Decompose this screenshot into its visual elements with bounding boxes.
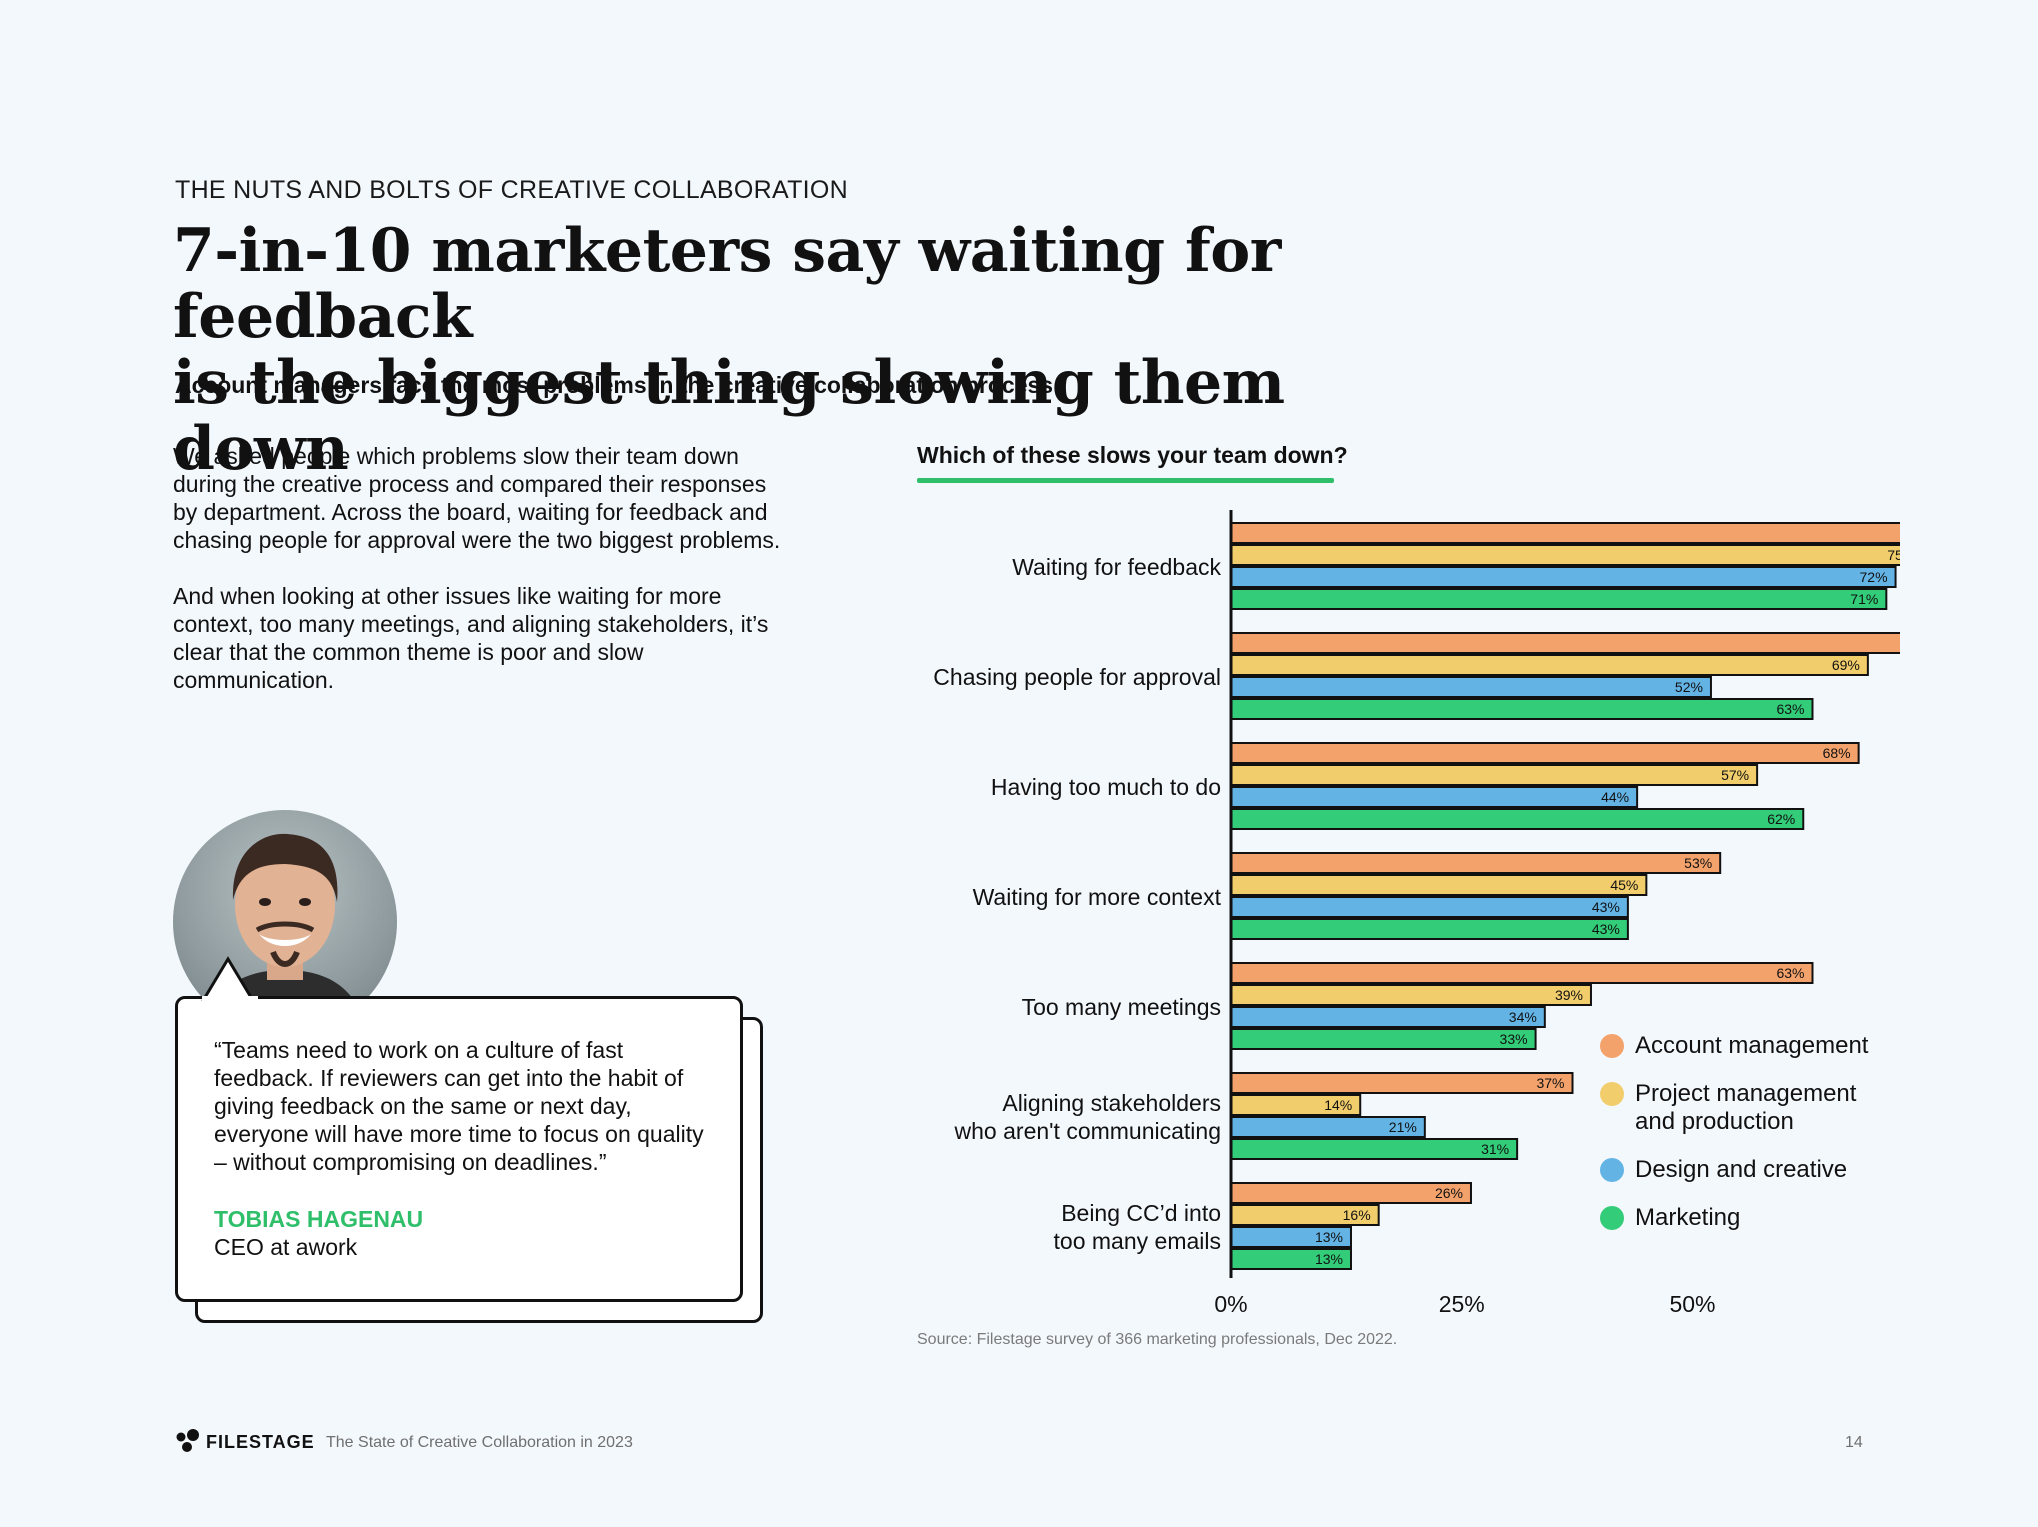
legend-label: Design and creative: [1635, 1156, 1848, 1183]
bar: [1230, 566, 1897, 588]
legend-swatch: [1600, 1034, 1624, 1058]
data-label: 16%: [1343, 1207, 1371, 1223]
filestage-logo-icon: [176, 1429, 199, 1452]
intro-paragraph-2: And when looking at other issues like wa…: [173, 583, 769, 693]
bar: [1230, 632, 1900, 654]
data-label: 72%: [1860, 569, 1888, 585]
quote-author-role: CEO at awork: [214, 1234, 358, 1260]
data-label: 45%: [1610, 877, 1638, 893]
x-tick-label: 0%: [1214, 1291, 1247, 1317]
page-subtitle: Account managers face the most problems …: [175, 372, 1054, 398]
data-label: 57%: [1721, 767, 1749, 783]
intro-text: We asked people which problems slow thei…: [173, 442, 793, 722]
data-label: 75%: [1887, 547, 1900, 563]
bar: [1230, 698, 1814, 720]
x-tick-label: 50%: [1669, 1291, 1715, 1317]
bar: [1230, 1028, 1537, 1050]
legend-item: Project management and production: [1597, 1080, 1977, 1136]
data-label: 62%: [1767, 811, 1795, 827]
footer-brand: FILESTAGE: [206, 1432, 315, 1452]
speech-pointer-icon: [201, 956, 258, 1001]
legend-swatch: [1600, 1082, 1624, 1106]
bar: [1230, 676, 1712, 698]
bar: [1230, 962, 1814, 984]
data-label: 33%: [1500, 1031, 1528, 1047]
data-label: 71%: [1850, 591, 1878, 607]
title-line-1: 7-in-10 marketers say waiting for feedba…: [173, 216, 1281, 352]
quote-author-name: TOBIAS HAGENAU: [214, 1206, 424, 1232]
legend-item: Account management: [1597, 1032, 1977, 1060]
bar: [1230, 852, 1722, 874]
data-label: 37%: [1536, 1075, 1564, 1091]
data-label: 39%: [1555, 987, 1583, 1003]
data-label: 13%: [1315, 1251, 1343, 1267]
bar: [1230, 654, 1869, 676]
data-label: 14%: [1324, 1097, 1352, 1113]
bar: [1230, 588, 1888, 610]
legend-label: and production: [1635, 1108, 1794, 1135]
footer-report-title: The State of Creative Collaboration in 2…: [326, 1434, 633, 1451]
quote-card: [175, 996, 743, 1302]
bar: [1230, 874, 1648, 896]
legend-swatch: [1600, 1158, 1624, 1182]
bar: [1230, 918, 1629, 940]
chart-source: Source: Filestage survey of 366 marketin…: [917, 1331, 1398, 1348]
bar: [1230, 896, 1629, 918]
legend-swatch: [1600, 1206, 1624, 1230]
legend-item: Marketing: [1597, 1204, 1977, 1232]
quote-text: “Teams need to work on a culture of fast…: [214, 1037, 704, 1175]
legend-label: Account management: [1635, 1032, 1869, 1059]
bar: [1230, 984, 1592, 1006]
chart-heading-underline: [917, 478, 1334, 483]
bar: [1230, 544, 1900, 566]
legend-label: Project management: [1635, 1080, 1857, 1107]
data-label: 34%: [1509, 1009, 1537, 1025]
data-label: 31%: [1481, 1141, 1509, 1157]
category-label: Having too much to do: [991, 774, 1221, 800]
chart-legend: Account management Project management and …: [1597, 1032, 1977, 1252]
bar: [1230, 522, 1900, 544]
data-label: 13%: [1315, 1229, 1343, 1245]
bar: [1230, 1138, 1519, 1160]
data-label: 43%: [1592, 921, 1620, 937]
data-label: 44%: [1601, 789, 1629, 805]
bar-chart: Waiting for feedback89%75%72%71%Chasing …: [933, 510, 1900, 1317]
category-label: Waiting for more context: [973, 884, 1222, 910]
data-label: 53%: [1684, 855, 1712, 871]
bar: [1230, 786, 1639, 808]
category-label: Being CC’d into too many emails: [1054, 1200, 1221, 1254]
page-number: 14: [1845, 1434, 1863, 1451]
data-label: 43%: [1592, 899, 1620, 915]
category-label: Aligning stakeholders who aren't communic…: [954, 1090, 1221, 1144]
chart-heading: Which of these slows your team down?: [917, 442, 1348, 468]
title-line-2: is the biggest thing slowing them down: [173, 348, 1285, 484]
bar: [1230, 808, 1805, 830]
data-label: 21%: [1389, 1119, 1417, 1135]
legend-item: Design and creative: [1597, 1156, 1977, 1184]
data-label: 52%: [1675, 679, 1703, 695]
category-label: Too many meetings: [1022, 994, 1221, 1020]
page-title: 7-in-10 marketers say waiting for feedba…: [173, 218, 1433, 482]
bar: [1230, 764, 1759, 786]
bar: [1230, 742, 1860, 764]
x-tick-label: 25%: [1439, 1291, 1485, 1317]
legend-label: Marketing: [1635, 1204, 1741, 1231]
intro-paragraph-1: We asked people which problems slow thei…: [173, 443, 781, 553]
data-label: 68%: [1823, 745, 1851, 761]
data-label: 63%: [1776, 965, 1804, 981]
data-label: 69%: [1832, 657, 1860, 673]
data-label: 26%: [1435, 1185, 1463, 1201]
bar: [1230, 1006, 1546, 1028]
section-kicker: THE NUTS AND BOLTS OF CREATIVE COLLABORA…: [175, 176, 849, 204]
category-label: Chasing people for approval: [933, 664, 1221, 690]
category-label: Waiting for feedback: [1012, 554, 1221, 580]
data-label: 63%: [1776, 701, 1804, 717]
bar: [1230, 1072, 1574, 1094]
